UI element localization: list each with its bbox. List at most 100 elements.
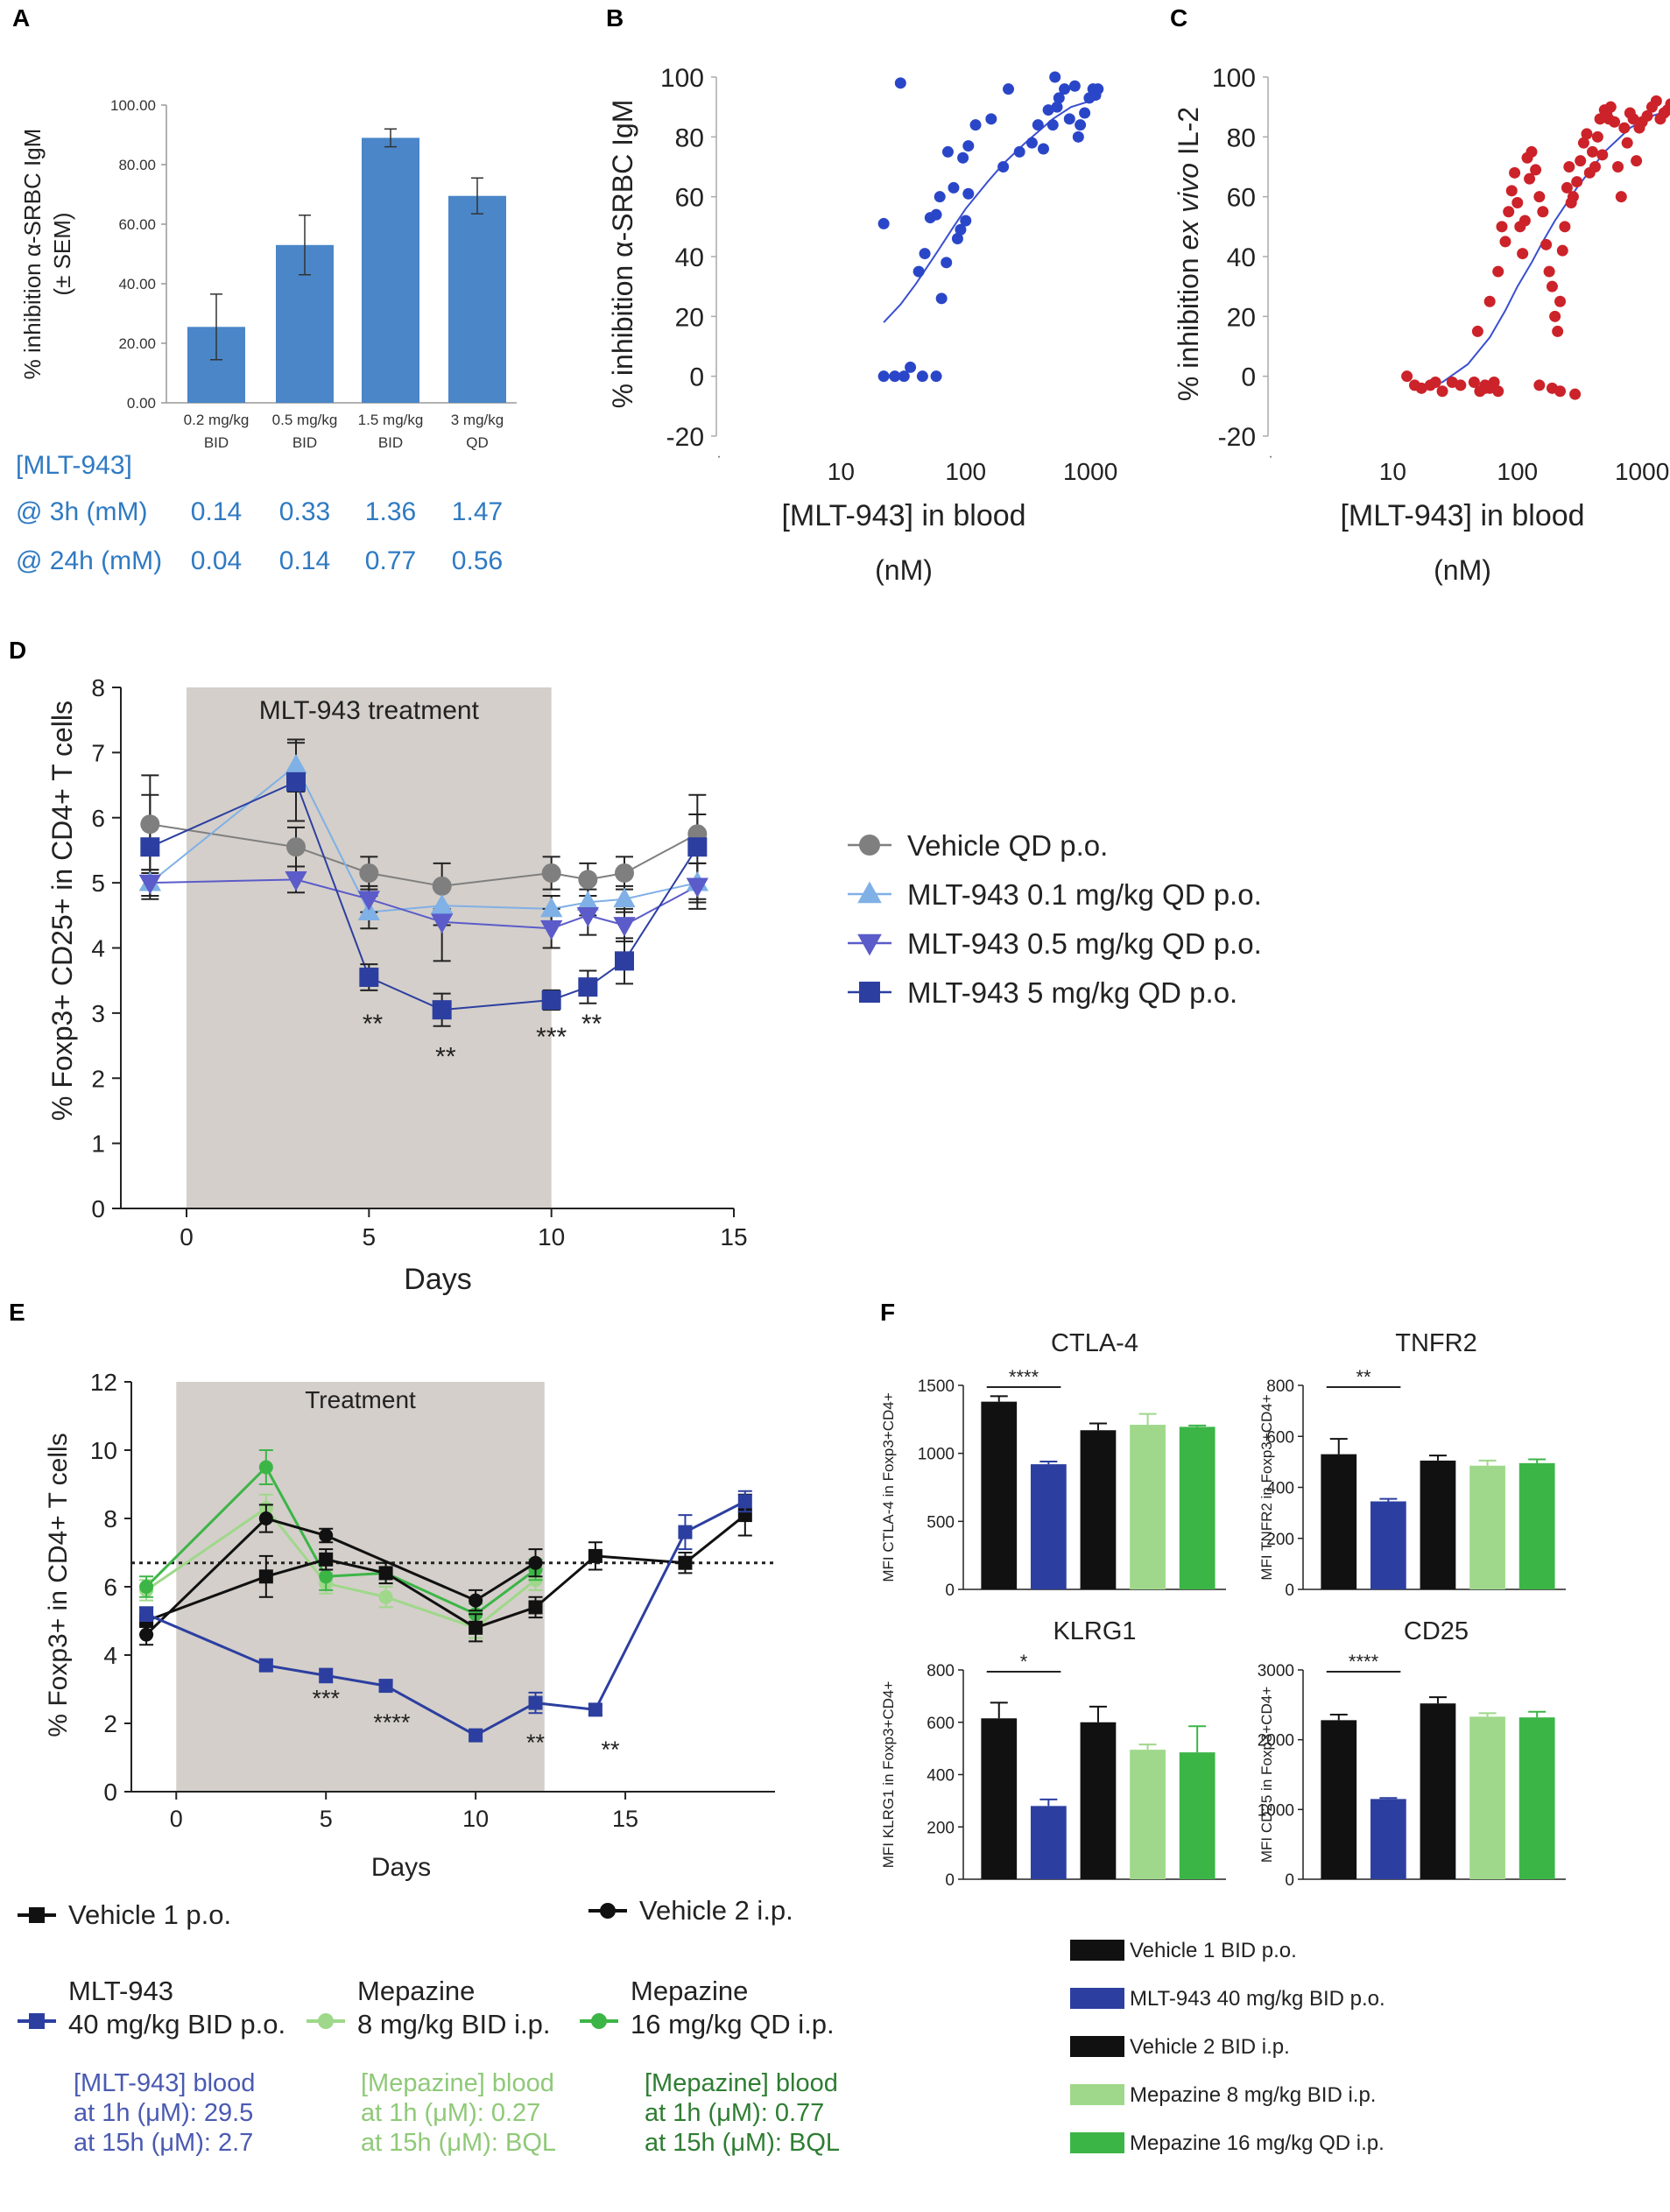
panel-label-b: B <box>606 4 624 32</box>
c-data-point <box>1567 191 1579 203</box>
c-data-point <box>1569 388 1582 400</box>
c-data-point <box>1596 149 1609 161</box>
c-data-point <box>1471 325 1483 337</box>
panel-f-ytick-label: 600 <box>927 1715 955 1733</box>
c-data-point <box>1505 185 1518 197</box>
panel-a-table-header: [MLT-943] <box>16 451 132 480</box>
b-data-point <box>877 370 890 383</box>
panel-a-bar <box>362 137 419 403</box>
panel-d-marker <box>576 906 599 927</box>
panel-e-note-line: at 15h (μM): BQL <box>645 2129 841 2157</box>
panel-f-legend-swatch <box>1070 2084 1124 2105</box>
panel-f-bar <box>1420 1460 1456 1589</box>
panel-d-legend-label: MLT-943 0.5 mg/kg QD p.o. <box>907 927 1262 960</box>
panel-f-error-bar <box>1138 1744 1157 1751</box>
b-data-point <box>941 257 953 269</box>
panel-a-cell: 0.04 <box>190 546 243 575</box>
panel-e-ytick-label: 12 <box>90 1369 117 1396</box>
b-ytick-label: 20 <box>675 303 704 332</box>
panel-e-marker <box>139 1580 154 1594</box>
b-data-point <box>1046 119 1059 131</box>
panel-e-legend-marker <box>591 2013 607 2029</box>
panel-e-marker <box>258 1658 273 1673</box>
c-xtick-label: 100 <box>1497 458 1538 485</box>
panel-f-error-bar <box>1089 1422 1107 1431</box>
b-data-point <box>1013 145 1025 158</box>
panel-f-bar <box>981 1401 1018 1589</box>
panel-f-ytick-label: 400 <box>1266 1480 1294 1498</box>
panel-d-legend-label: MLT-943 0.1 mg/kg QD p.o. <box>907 878 1262 911</box>
panel-f-subplot-title: KLRG1 <box>1053 1617 1136 1645</box>
b-data-point <box>1063 113 1075 125</box>
panel-f-ytick-label: 1000 <box>1258 1801 1294 1820</box>
panel-f-bar <box>1179 1752 1216 1879</box>
b-data-point <box>930 208 942 221</box>
panel-e-legend-marker <box>600 1903 616 1919</box>
b-data-point <box>894 77 906 89</box>
b-data-point <box>962 187 975 200</box>
panel-a-error-bar <box>471 177 483 215</box>
panel-d-marker <box>578 870 598 890</box>
c-data-point <box>1524 173 1536 185</box>
panel-d-ytick-label: 5 <box>91 870 105 897</box>
panel-f-ytick-label: 2000 <box>1258 1732 1294 1751</box>
b-fit-curve <box>883 96 1101 323</box>
panel-a-category-label: 0.2 mg/kg <box>184 412 250 428</box>
panel-e-legend-label: Vehicle 2 i.p. <box>639 1895 793 1926</box>
panel-f-error-bar <box>1528 1458 1547 1463</box>
c-ytick-label: 100 <box>1212 64 1256 93</box>
c-ytick-label: -20 <box>1218 423 1256 452</box>
c-data-point <box>1537 206 1549 218</box>
panel-f-error-bar <box>1138 1412 1157 1426</box>
panel-e-marker <box>319 1552 334 1567</box>
b-data-point <box>1042 104 1054 116</box>
c-data-point <box>1436 385 1448 398</box>
panel-e-marker <box>319 1569 334 1584</box>
b-data-point <box>1049 71 1061 83</box>
panel-d-ytick-label: 4 <box>91 935 105 962</box>
panel-f-bar <box>1420 1703 1456 1879</box>
c-x-origin-mark: · <box>1268 449 1272 464</box>
panel-e-marker <box>528 1695 543 1710</box>
b-data-point <box>1032 119 1044 131</box>
b-data-point <box>962 140 975 152</box>
panel-d-marker <box>359 863 379 883</box>
panel-a-category-label: 0.5 mg/kg <box>272 412 338 428</box>
c-data-point <box>1575 155 1587 167</box>
panel-d-marker <box>286 837 306 857</box>
c-data-point <box>1650 95 1662 107</box>
b-data-point <box>1075 119 1087 131</box>
panel-e-marker <box>378 1679 393 1694</box>
c-data-point <box>1401 370 1413 383</box>
panel-d-legend-marker <box>857 881 882 904</box>
panel-e-marker <box>319 1668 334 1683</box>
panel-f-error-bar <box>1329 1713 1348 1721</box>
panel-f-ytick-label: 3000 <box>1258 1662 1294 1680</box>
panel-e-marker <box>588 1548 602 1563</box>
b-data-point <box>960 215 972 227</box>
panel-f-ytick-label: 1500 <box>918 1377 955 1396</box>
panel-f-bar <box>1469 1716 1505 1879</box>
panel-d-significance: ** <box>581 1010 602 1039</box>
panel-d-xtick-label: 0 <box>180 1223 194 1250</box>
b-data-point <box>916 370 928 383</box>
panel-f-bar <box>1080 1430 1117 1589</box>
panel-d-marker <box>541 990 561 1010</box>
c-data-point <box>1509 166 1521 179</box>
c-data-point <box>1496 221 1508 233</box>
panel-f-bar-charts: CTLA-4 MFI CTLA-4 in Foxp3+CD4+ 0 500 1000 15… <box>880 1329 1566 2155</box>
b-ytick-label: 80 <box>675 123 704 152</box>
panel-f-legend-label: Mepazine 16 mg/kg QD i.p. <box>1130 2131 1385 2155</box>
c-data-point <box>1546 280 1558 292</box>
b-data-point <box>898 370 910 383</box>
panel-d-xlabel: Days <box>404 1263 471 1296</box>
c-ytick-label: 20 <box>1227 303 1256 332</box>
panel-d-marker <box>285 871 307 891</box>
panel-f-ylabel: MFI KLRG1 in Foxp3+CD4+ <box>880 1681 897 1869</box>
panel-a-ylabel: % inhibition α-SRBC IgM <box>19 129 46 380</box>
panel-e-ytick-label: 2 <box>103 1710 117 1737</box>
b-ytick-label: 100 <box>660 64 704 93</box>
panel-f-significance: **** <box>1349 1651 1379 1673</box>
b-data-point <box>957 151 969 164</box>
panel-f-significance: ** <box>1356 1366 1371 1388</box>
